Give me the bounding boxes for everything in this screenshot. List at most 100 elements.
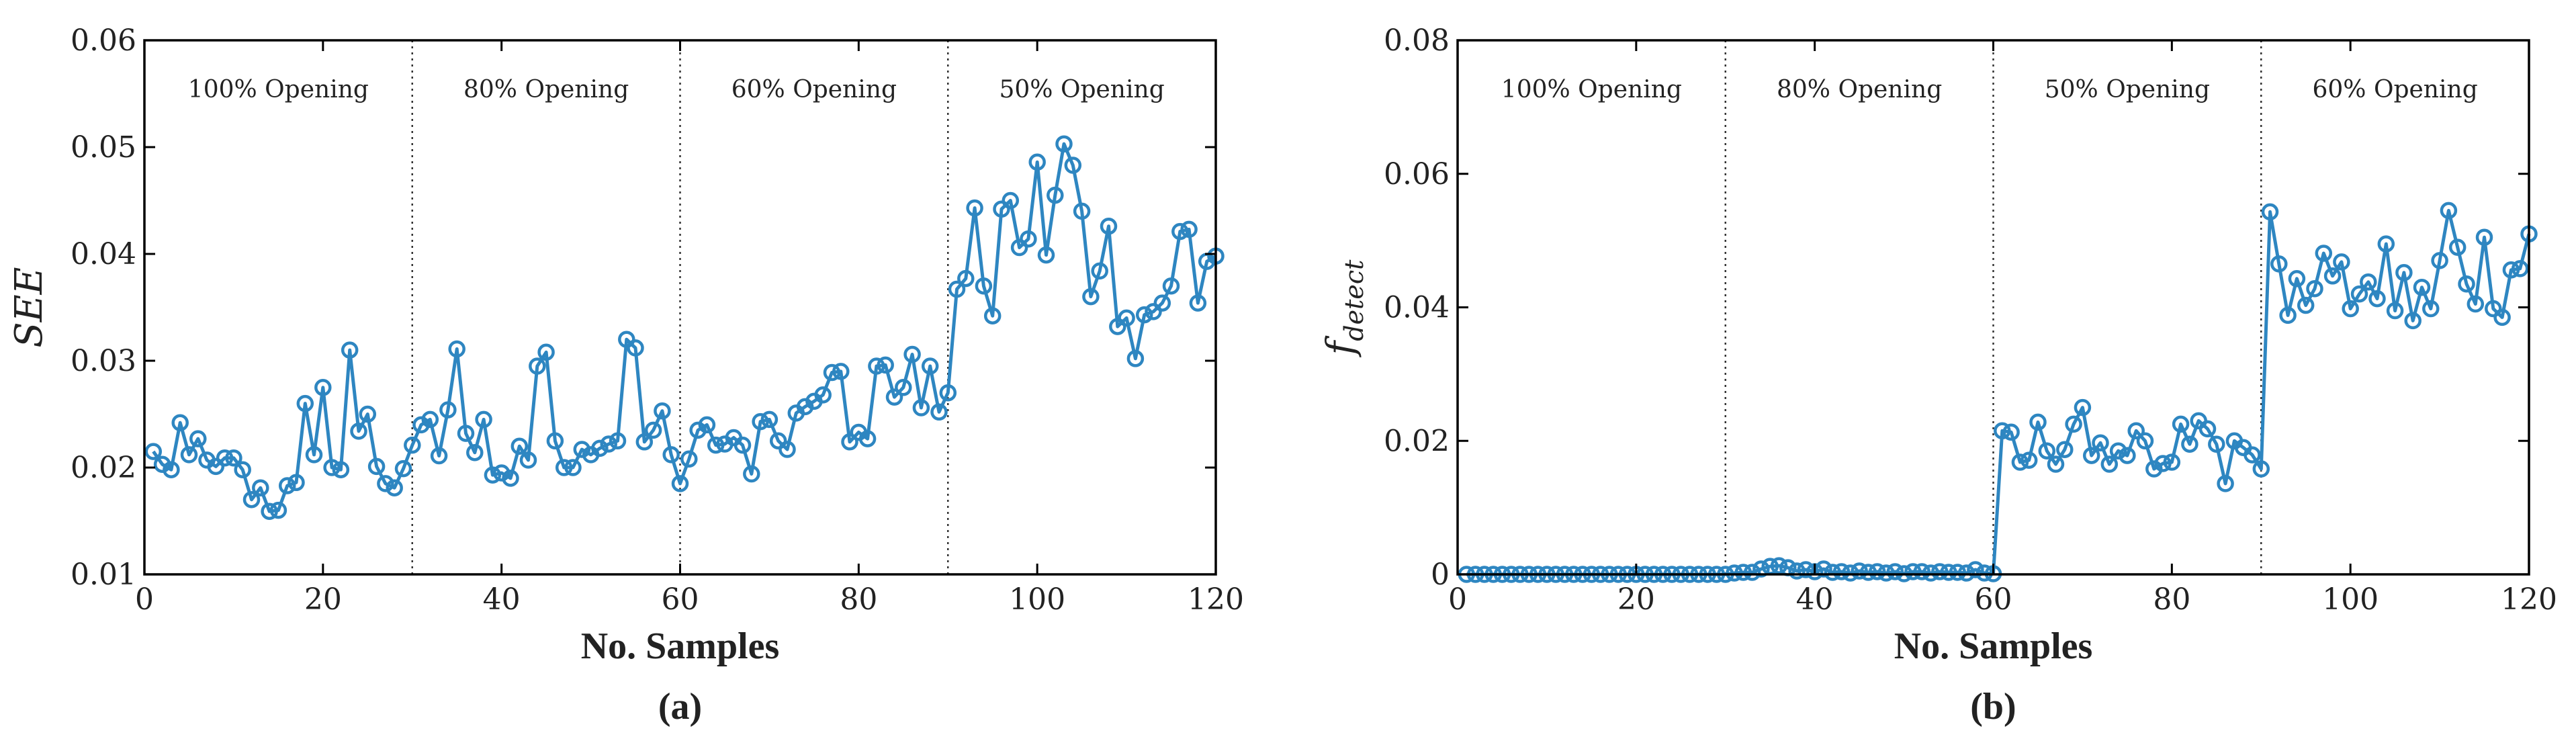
data-point: [752, 412, 769, 431]
data-point: [2377, 235, 2395, 253]
data-point: [2074, 398, 2092, 417]
data-point: [654, 402, 671, 420]
data-point: [2315, 245, 2333, 262]
data-point: [2163, 453, 2181, 471]
data-point: [2181, 435, 2199, 453]
data-point: [1145, 303, 1162, 320]
data-point: [1180, 220, 1198, 238]
data-point: [993, 200, 1010, 218]
y-tick-label: 0.02: [71, 451, 136, 485]
data-point: [2502, 261, 2520, 279]
data-point: [2342, 300, 2359, 318]
y-tick-label: 0.04: [71, 237, 136, 271]
data-point: [939, 384, 957, 402]
data-point: [2422, 300, 2440, 318]
series-line: [1466, 208, 2531, 576]
segment-label: 60% Opening: [2312, 76, 2477, 103]
data-point: [1815, 560, 1832, 578]
data-point: [2270, 255, 2288, 273]
data-point: [858, 430, 877, 447]
y-tick-label: 0.01: [71, 558, 136, 592]
data-point: [394, 459, 412, 478]
x-tick-label: 0: [135, 582, 154, 617]
data-point: [2440, 202, 2458, 220]
data-point: [2360, 273, 2377, 291]
data-point: [832, 363, 850, 380]
data-point: [1037, 246, 1055, 264]
data-point: [671, 475, 689, 492]
data-point: [2082, 447, 2100, 464]
segment-label: 50% Opening: [2045, 76, 2210, 103]
data-point: [2261, 203, 2279, 221]
data-point: [2208, 435, 2225, 453]
data-point: [404, 436, 421, 454]
data-point: [975, 277, 993, 295]
x-axis-label: No. Samples: [1894, 625, 2093, 667]
data-point: [1913, 563, 1930, 580]
data-point: [644, 421, 662, 439]
data-point: [734, 436, 752, 454]
data-point: [269, 501, 287, 519]
data-point: [2279, 306, 2297, 324]
segment-label: 80% Opening: [463, 76, 629, 103]
data-point: [2217, 475, 2234, 492]
data-point: [242, 490, 261, 509]
data-point: [2475, 228, 2493, 246]
data-point: [189, 430, 207, 447]
data-point: [1797, 561, 1815, 578]
data-point: [1877, 564, 1895, 582]
y-tick-label: 0.03: [71, 344, 136, 378]
data-point: [1109, 318, 1126, 335]
data-point: [546, 432, 564, 450]
data-point: [868, 357, 885, 375]
data-point: [1842, 564, 1859, 582]
data-point: [2002, 423, 2020, 441]
data-point: [2100, 455, 2119, 473]
data-point: [1859, 564, 1877, 581]
x-tick-label: 20: [304, 582, 342, 617]
data-point: [1832, 563, 1851, 580]
data-point: [1171, 222, 1189, 240]
data-point: [1064, 157, 1082, 174]
data-point: [2323, 267, 2342, 285]
data-point: [912, 399, 930, 417]
data-point: [1743, 564, 1761, 581]
data-point: [1020, 230, 1037, 248]
data-point: [439, 401, 457, 419]
data-point: [2431, 252, 2448, 269]
x-tick-label: 0: [1448, 582, 1467, 617]
data-point: [983, 307, 1002, 324]
data-point: [529, 357, 546, 375]
x-tick-label: 100: [2322, 582, 2379, 617]
data-point: [2306, 279, 2323, 298]
data-point: [386, 479, 403, 496]
x-tick-label: 80: [840, 582, 877, 617]
data-point: [323, 459, 341, 476]
y-axis-label-subscript: detect: [1339, 259, 1369, 341]
data-point: [2386, 302, 2404, 320]
data-point: [510, 437, 529, 455]
data-point: [948, 280, 966, 298]
data-point: [537, 343, 555, 361]
y-tick-label: 0.06: [71, 24, 136, 58]
data-point: [484, 466, 502, 484]
data-point: [2404, 312, 2422, 330]
data-point: [877, 356, 894, 374]
data-point: [2413, 278, 2431, 296]
data-point: [1824, 564, 1842, 581]
y-tick-label: 0: [1431, 558, 1450, 592]
data-point: [1162, 277, 1180, 295]
data-point: [1770, 557, 1788, 574]
data-point: [1002, 191, 1020, 210]
x-tick-label: 120: [1188, 582, 1244, 617]
data-point: [1949, 564, 1967, 581]
data-point: [2127, 422, 2145, 440]
data-point: [2065, 415, 2082, 433]
data-point: [1135, 306, 1153, 324]
data-point: [814, 386, 832, 404]
data-point: [377, 475, 394, 492]
data-point: [2029, 413, 2047, 431]
y-tick-label: 0.02: [1384, 424, 1450, 458]
data-point: [760, 410, 779, 429]
